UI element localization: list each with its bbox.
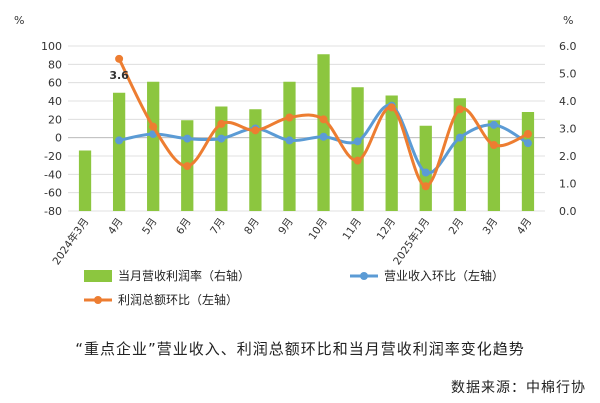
bar: [521, 112, 535, 211]
bar: [385, 95, 398, 211]
x-tick-label: 5月: [140, 216, 160, 237]
bar: [283, 81, 296, 211]
legend-marker: [94, 296, 102, 304]
x-tick-label: 2024年3月: [50, 215, 92, 267]
bar: [453, 98, 466, 211]
series-lines: [115, 54, 532, 191]
data-point: [421, 182, 430, 191]
data-label: 3.6: [109, 69, 129, 82]
data-point: [387, 103, 396, 112]
data-source: 数据来源：中棉行协: [451, 380, 586, 396]
data-point: [523, 130, 532, 138]
data-point: [319, 115, 328, 124]
right-tick-label: 3.0: [559, 123, 577, 136]
x-tick-label: 2月: [447, 216, 467, 237]
left-tick-label: 0: [55, 132, 62, 145]
data-point: [489, 141, 498, 149]
data-point: [353, 137, 362, 146]
legend-swatch: [84, 270, 112, 282]
data-point: [285, 136, 294, 145]
data-point: [115, 54, 124, 63]
data-point: [455, 105, 464, 114]
data-point: [217, 134, 226, 143]
data-point: [353, 156, 362, 165]
x-tick-label: 4月: [106, 216, 126, 237]
left-axis-unit: %: [14, 14, 24, 27]
data-point: [149, 122, 158, 131]
bar: [78, 150, 92, 211]
left-tick-label: -20: [44, 150, 62, 163]
left-tick-label: 80: [48, 58, 62, 71]
bar: [351, 87, 364, 211]
x-tick-label: 4月: [515, 216, 535, 237]
bars: [78, 54, 535, 211]
legend-label: 利润总额环比（左轴）: [118, 292, 238, 307]
right-axis-unit: %: [563, 14, 573, 27]
left-tick-label: -40: [44, 168, 62, 181]
legend: 当月营收利润率（右轴） 营业收入环比（左轴） 利润总额环比（左轴）: [84, 268, 504, 307]
x-tick-label: 8月: [242, 216, 262, 237]
bar: [112, 92, 126, 211]
right-tick-label: 6.0: [559, 40, 577, 53]
legend-marker: [360, 272, 368, 280]
bar: [419, 125, 432, 211]
annotations: 3.6: [109, 69, 129, 82]
data-point: [183, 134, 192, 143]
left-tick-label: -60: [44, 187, 62, 200]
bar: [215, 106, 228, 211]
legend-label: 营业收入环比（左轴）: [384, 268, 504, 283]
left-tick-label: 20: [48, 113, 62, 126]
data-point: [285, 113, 294, 122]
x-tick-label: 3月: [481, 216, 501, 237]
data-point: [523, 139, 532, 148]
right-tick-label: 4.0: [559, 95, 577, 108]
legend-item: 利润总额环比（左轴）: [84, 292, 238, 307]
data-point: [217, 119, 226, 128]
x-tick-label: 10月: [306, 216, 330, 242]
right-tick-label: 5.0: [559, 68, 577, 81]
left-tick-label: 60: [48, 77, 62, 90]
data-point: [421, 168, 430, 177]
data-point: [183, 162, 192, 171]
right-tick-label: 0.0: [559, 205, 577, 218]
left-tick-label: -80: [44, 205, 62, 218]
data-point: [489, 120, 498, 129]
right-tick-label: 2.0: [559, 150, 577, 163]
right-axis-ticks: 6.0 5.0 4.0 3.0 2.0 1.0 0.0: [559, 40, 577, 218]
data-point: [251, 126, 260, 135]
bar: [487, 120, 501, 211]
left-tick-label: 100: [41, 40, 62, 53]
bar: [317, 54, 330, 211]
x-tick-label: 7月: [208, 216, 228, 237]
data-point: [319, 132, 328, 141]
left-axis-ticks: 100 80 60 40 20 0 -20 -40 -60 -80: [41, 40, 62, 218]
legend-label: 当月营收利润率（右轴）: [118, 268, 250, 283]
chart-caption: “重点企业”营业收入、利润总额环比和当月营收利润率变化趋势: [75, 340, 525, 358]
right-tick-label: 1.0: [559, 178, 577, 191]
bar: [249, 109, 262, 211]
legend-item: 营业收入环比（左轴）: [350, 268, 504, 283]
bar: [147, 81, 160, 211]
data-point: [115, 136, 124, 145]
data-point: [455, 133, 464, 142]
x-tick-label: 11月: [341, 216, 365, 242]
left-tick-label: 40: [48, 95, 62, 108]
legend-item: 当月营收利润率（右轴）: [84, 268, 250, 283]
x-tick-label: 6月: [174, 216, 194, 237]
x-tick-label: 12月: [375, 216, 399, 242]
x-tick-label: 9月: [276, 216, 296, 237]
